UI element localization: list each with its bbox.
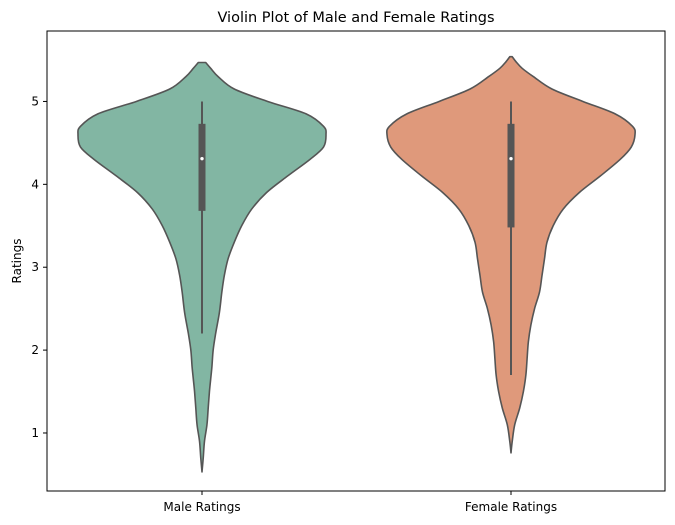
chart-title: Violin Plot of Male and Female Ratings (217, 10, 494, 26)
iqr-box-male-ratings (198, 123, 206, 211)
iqr-box-female-ratings (507, 123, 515, 228)
violin-male-ratings (77, 61, 327, 473)
y-tick-label-1: 1 (31, 426, 39, 440)
y-tick-label-3: 3 (31, 260, 39, 274)
x-tick-label-female-ratings: Female Ratings (465, 500, 557, 514)
y-tick-label-4: 4 (31, 177, 39, 191)
plot-area (77, 55, 636, 473)
y-tick-label-5: 5 (31, 94, 39, 108)
y-tick-label-2: 2 (31, 343, 39, 357)
y-axis-label: Ratings (10, 239, 24, 284)
x-tick-label-male-ratings: Male Ratings (163, 500, 240, 514)
axes: Male Ratings Female Ratings 1 2 3 4 5 (31, 94, 557, 514)
median-marker-female-ratings (509, 156, 513, 161)
median-marker-male-ratings (200, 156, 204, 161)
plot-frame (46, 30, 666, 492)
violin-female-ratings (386, 55, 636, 454)
